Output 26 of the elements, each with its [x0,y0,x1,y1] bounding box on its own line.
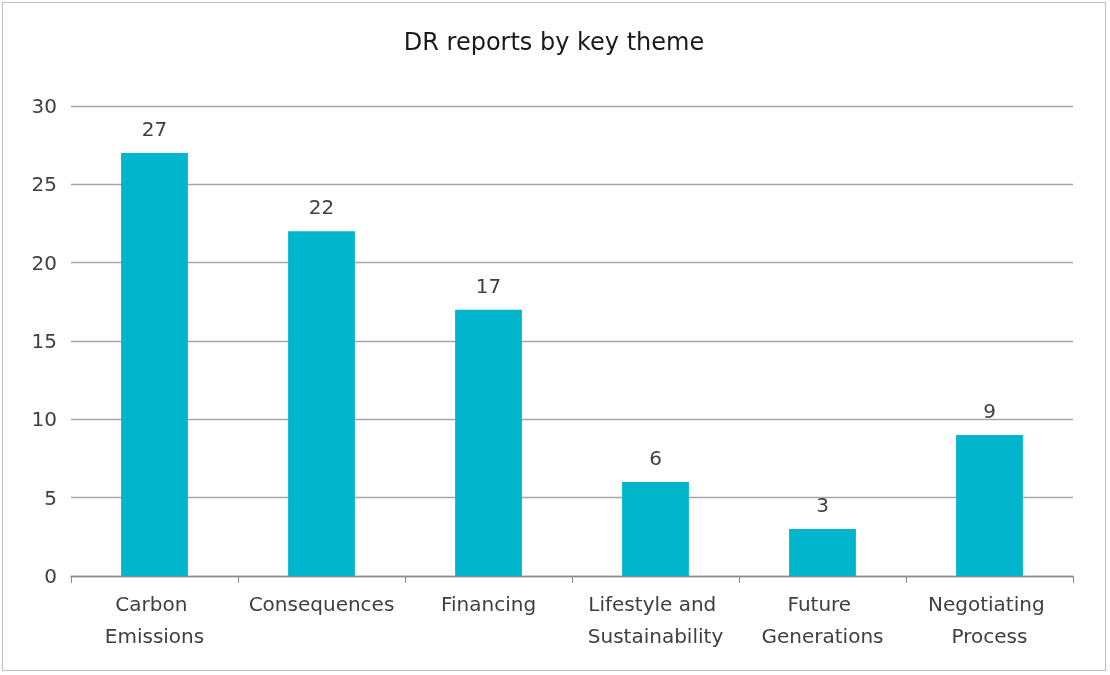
y-tick-label: 15 [31,329,57,353]
x-tick-label: Future Generations [761,592,884,648]
bar [789,529,856,576]
x-tick-label: Lifestyle and Sustainability [587,592,724,648]
bar [121,153,188,576]
data-label: 27 [141,117,168,141]
bar [622,482,689,576]
y-tick-label: 25 [31,172,57,197]
data-label: 3 [816,493,829,517]
x-tick-label: Carbon Emissions [104,592,205,648]
data-label: 17 [475,273,502,298]
y-tick-label: 0 [44,564,57,588]
y-tick-label: 30 [31,94,57,118]
bar [455,309,522,576]
bar [288,231,355,576]
data-label: 6 [649,446,662,470]
x-tick-label: Negotiating Process [928,592,1051,648]
y-tick-label: 10 [31,407,57,432]
data-label: 9 [983,399,996,423]
y-tick-label: 20 [31,250,57,275]
chart-title: DR reports by key theme [403,28,705,56]
data-label: 22 [308,195,335,220]
y-tick-label: 5 [44,485,57,510]
x-tick-label: Consequences [248,592,395,616]
bar [956,435,1023,576]
x-tick-label: Financing [440,592,537,616]
